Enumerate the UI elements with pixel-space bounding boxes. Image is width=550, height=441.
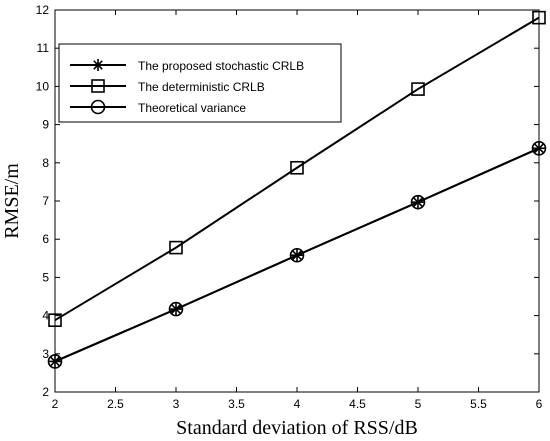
legend-marker-circle xyxy=(90,99,106,115)
y-tick-label: 4 xyxy=(42,309,49,323)
y-axis-label: RMSE/m xyxy=(1,163,23,239)
data-point-square xyxy=(48,313,62,327)
x-tick-label: 4.5 xyxy=(349,397,366,411)
data-point-circle xyxy=(531,140,547,156)
legend-label-deterministic: The deterministic CRLB xyxy=(138,80,265,94)
data-point-asterisk xyxy=(170,303,182,316)
y-tick-label: 8 xyxy=(42,156,49,170)
legend-label-stochastic: The proposed stochastic CRLB xyxy=(138,59,304,73)
x-tick-label: 3.5 xyxy=(228,397,245,411)
y-tick-label: 7 xyxy=(42,194,49,208)
y-tick-label: 9 xyxy=(42,118,49,132)
y-tick-label: 2 xyxy=(42,385,49,399)
series-markers xyxy=(47,10,547,369)
legend-label-theoretical: Theoretical variance xyxy=(138,101,246,115)
data-point-circle xyxy=(47,354,63,369)
series-line-square xyxy=(54,16,540,322)
data-point-square xyxy=(532,10,546,25)
data-point-asterisk xyxy=(533,142,545,155)
data-point-circle xyxy=(410,194,426,210)
y-tick-label: 10 xyxy=(36,79,50,93)
data-point-asterisk xyxy=(49,355,61,368)
x-tick-label: 2.5 xyxy=(107,397,124,411)
y-tick-label: 12 xyxy=(36,3,50,17)
data-point-square xyxy=(169,240,183,255)
data-point-square xyxy=(290,160,304,175)
legend-box xyxy=(58,43,342,123)
x-axis-label: Standard deviation of RSS/dB xyxy=(176,417,418,439)
x-tick-label: 6 xyxy=(536,397,543,411)
y-tick-label: 6 xyxy=(42,232,49,246)
data-point-circle xyxy=(168,301,184,317)
x-tick-label: 5.5 xyxy=(470,397,487,411)
y-tick-label: 5 xyxy=(42,270,49,284)
data-point-circle xyxy=(289,247,305,263)
data-point-square xyxy=(411,82,425,96)
legend-marker-square xyxy=(91,79,105,93)
data-point-asterisk xyxy=(412,196,424,209)
axis-ticks: 2 2.5 3 3.5 4 4.5 5 5.5 6 2 3 4 5 6 7 8 9 10 11 12 xyxy=(36,3,543,411)
x-tick-label: 5 xyxy=(415,397,422,411)
x-tick-label: 4 xyxy=(294,397,301,411)
y-tick-label: 3 xyxy=(42,347,49,361)
legend: The proposed stochastic CRLB The determi… xyxy=(58,43,342,123)
legend-items xyxy=(70,59,126,115)
x-tick-label: 2 xyxy=(52,397,59,411)
legend-marker-asterisk xyxy=(92,59,104,71)
y-tick-label: 11 xyxy=(37,41,50,55)
data-point-asterisk xyxy=(291,249,303,262)
x-tick-label: 3 xyxy=(173,397,180,411)
